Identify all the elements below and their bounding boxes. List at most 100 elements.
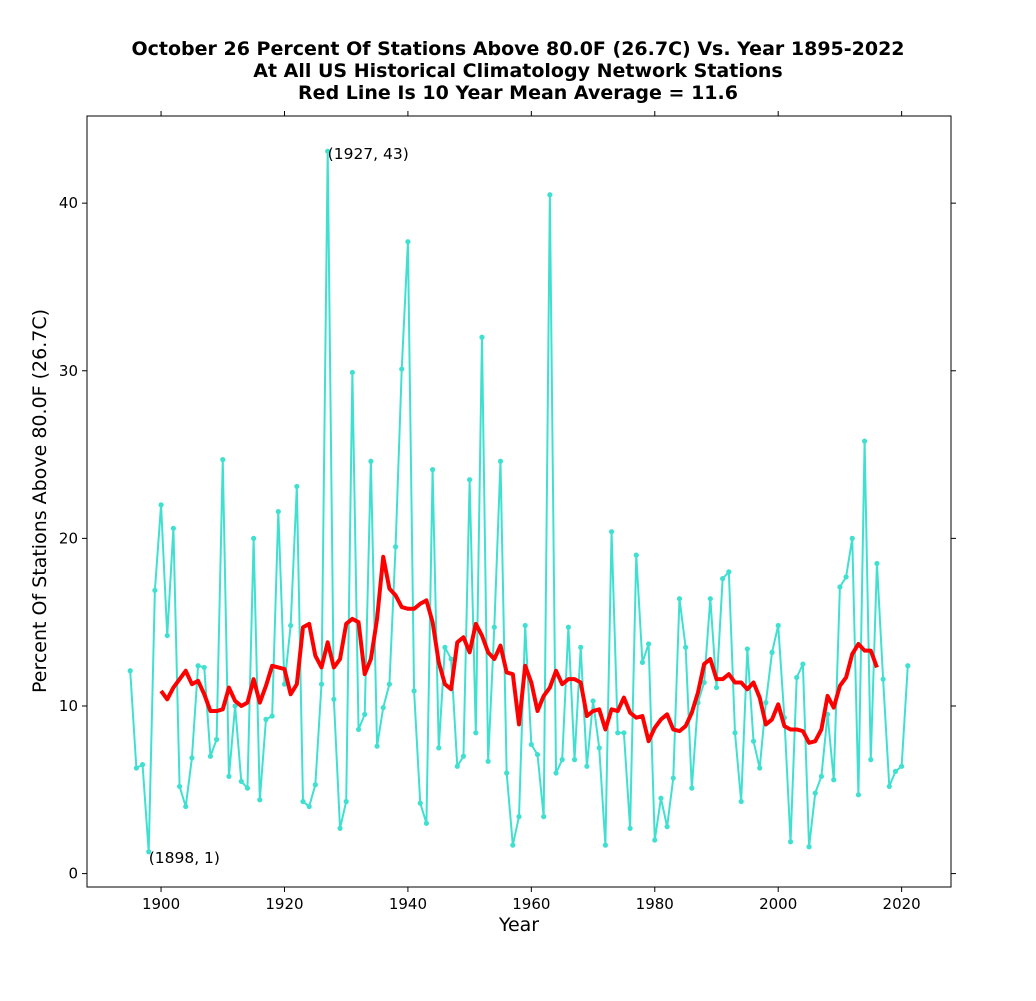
data-point xyxy=(386,681,392,687)
data-point xyxy=(553,770,559,776)
data-point xyxy=(220,457,226,463)
x-tick-label: 1900 xyxy=(142,895,180,913)
chart-title-line-2: At All US Historical Climatology Network… xyxy=(253,60,783,82)
data-point xyxy=(201,664,207,671)
y-axis-label: Percent Of Stations Above 80.0F (26.7C) xyxy=(29,309,51,693)
data-point xyxy=(905,663,911,669)
data-point xyxy=(787,839,794,845)
data-point xyxy=(689,785,695,791)
y-axis: 0 10 20 30 40 xyxy=(59,194,956,883)
data-point xyxy=(615,730,621,736)
x-tick-label: 2000 xyxy=(759,895,797,913)
data-point xyxy=(855,792,862,798)
data-point xyxy=(232,703,238,709)
data-point xyxy=(670,775,676,781)
data-point xyxy=(639,659,646,666)
data-point xyxy=(683,644,689,650)
data-point xyxy=(226,773,232,779)
annotations: (1927, 43) (1898, 1) xyxy=(149,145,409,867)
data-point xyxy=(164,632,170,639)
data-point xyxy=(127,668,133,674)
data-point xyxy=(732,730,738,736)
data-point xyxy=(146,849,152,855)
data-point xyxy=(263,716,269,722)
x-tick-label: 1940 xyxy=(389,895,427,913)
data-point xyxy=(701,679,707,686)
y-tick-label: 40 xyxy=(59,194,78,212)
data-point xyxy=(720,576,726,582)
series-layer xyxy=(127,148,911,855)
data-point xyxy=(713,684,720,691)
data-point xyxy=(195,663,201,669)
y-tick-label: 10 xyxy=(59,697,78,715)
data-point xyxy=(269,713,275,719)
chart-title-line-3: Red Line Is 10 Year Mean Average = 11.6 xyxy=(298,82,738,104)
point-annotation: (1898, 1) xyxy=(149,849,220,867)
data-point xyxy=(541,814,547,820)
data-point xyxy=(652,837,658,843)
data-point xyxy=(818,773,825,779)
x-tick-label: 1960 xyxy=(512,895,550,913)
data-point xyxy=(467,477,473,483)
data-point xyxy=(849,535,855,541)
data-point xyxy=(133,765,139,771)
data-point xyxy=(294,483,300,490)
data-point xyxy=(207,753,214,759)
data-point xyxy=(744,646,750,652)
data-point xyxy=(596,745,602,751)
plot-frame xyxy=(86,115,952,888)
data-point xyxy=(843,574,849,580)
data-point xyxy=(214,736,220,743)
data-point xyxy=(176,783,183,790)
y-tick-label: 0 xyxy=(68,865,78,883)
data-point xyxy=(528,741,534,748)
data-point xyxy=(423,820,430,826)
data-point xyxy=(139,762,146,768)
data-point xyxy=(899,763,905,769)
data-point xyxy=(355,726,362,733)
chart-title-line-1: October 26 Percent Of Stations Above 80.… xyxy=(131,38,904,60)
data-point xyxy=(300,798,306,805)
data-point xyxy=(880,676,886,682)
data-point xyxy=(676,596,683,602)
data-point xyxy=(584,763,590,769)
data-point xyxy=(491,624,497,630)
data-point xyxy=(862,438,868,444)
data-point xyxy=(281,681,288,687)
data-point xyxy=(337,825,343,831)
data-point xyxy=(726,569,732,575)
data-point xyxy=(522,622,528,629)
data-point xyxy=(479,334,485,340)
data-point xyxy=(485,758,491,764)
data-point xyxy=(312,782,318,788)
data-point xyxy=(794,674,800,681)
data-point xyxy=(547,192,553,198)
data-point xyxy=(534,751,541,758)
data-point xyxy=(411,688,417,694)
x-axis: 1900 1920 1940 1960 1980 2000 2020 xyxy=(142,111,921,913)
data-point xyxy=(874,560,880,567)
x-tick-label: 1920 xyxy=(265,895,303,913)
data-point xyxy=(318,681,325,687)
data-point xyxy=(750,738,757,744)
data-point xyxy=(812,790,818,796)
data-point xyxy=(892,768,899,774)
data-point xyxy=(454,763,460,769)
data-point xyxy=(244,785,251,791)
data-point xyxy=(775,622,781,629)
data-point xyxy=(430,467,436,473)
data-point xyxy=(251,535,257,541)
data-point xyxy=(757,765,763,771)
data-point xyxy=(257,797,263,803)
data-point xyxy=(362,711,368,717)
point-annotation: (1927, 43) xyxy=(328,145,409,163)
data-point xyxy=(646,641,652,647)
data-point xyxy=(275,508,281,515)
data-point xyxy=(183,803,189,810)
data-point xyxy=(621,730,627,736)
data-point xyxy=(510,842,516,848)
y-tick-label: 20 xyxy=(59,529,78,547)
data-point xyxy=(380,705,386,711)
data-point xyxy=(886,783,892,790)
data-point xyxy=(565,624,571,630)
